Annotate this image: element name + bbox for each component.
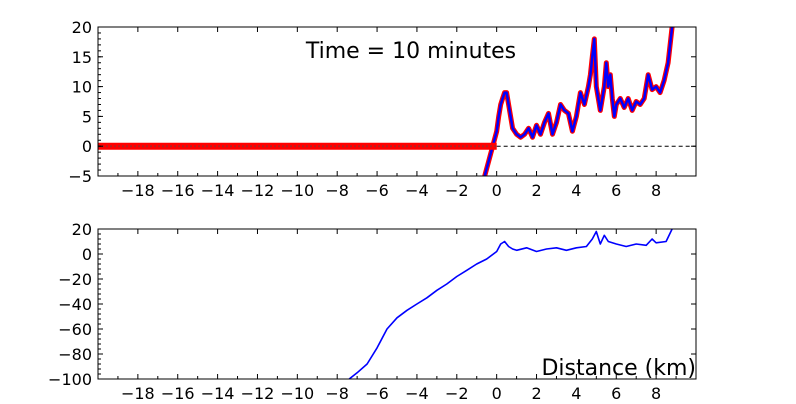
top-y-tick-label: 5 (82, 107, 92, 126)
top-y-tick-label: 0 (82, 137, 92, 156)
bottom-x-tick-label: −2 (445, 384, 469, 403)
bottom-y-tick-label: −20 (58, 270, 92, 289)
bottom-y-tick-label: −100 (48, 370, 92, 389)
bottom-panel: −18 −16 −14 −12 −10 −8 −6 −4 −2 0 2 4 6 8−100−80−60−4… (48, 220, 697, 403)
bottom-x-tick-label: −12 (241, 384, 275, 403)
top-y-tick-label: 20 (72, 18, 92, 37)
top-x-tick-label: 2 (531, 181, 541, 200)
top-panel: −18 −16 −14 −12 −10 −8 −6 −4 −2 0 2 4 6 8 −5 0 5 10 15 20 (68, 18, 697, 200)
top-x-tick-label: −14 (201, 181, 235, 200)
bottom-topography-line (348, 229, 673, 379)
top-y-tick-label: −5 (68, 167, 92, 186)
top-y-tick-label: 15 (72, 48, 92, 67)
top-x-tick-label: 0 (492, 181, 502, 200)
bottom-x-tick-label: −10 (280, 384, 314, 403)
bottom-x-tick-label: −6 (365, 384, 389, 403)
bottom-y-tick-label: −80 (58, 345, 92, 364)
top-x-tick-label: −6 (365, 181, 389, 200)
top-x-tick-label: −10 (280, 181, 314, 200)
bottom-y-tick-label: 0 (82, 245, 92, 264)
x-axis-label: Distance (km) (541, 356, 696, 381)
bottom-x-tick-label: 2 (531, 384, 541, 403)
bottom-x-tick-label: −16 (161, 384, 195, 403)
bottom-x-tick-label: 8 (651, 384, 661, 403)
top-topography-line (483, 27, 674, 176)
bottom-y-tick-label: 20 (72, 220, 92, 239)
bottom-x-tick-label: 4 (571, 384, 581, 403)
time-annotation: Time = 10 minutes (305, 39, 516, 64)
top-x-tick-label: −4 (405, 181, 429, 200)
top-x-tick-label: 4 (571, 181, 581, 200)
bottom-x-tick-label: 6 (611, 384, 621, 403)
bottom-y-tick-label: −60 (58, 320, 92, 339)
bottom-y-tick-label: −40 (58, 295, 92, 314)
top-x-tick-label: −2 (445, 181, 469, 200)
top-x-tick-label: −12 (241, 181, 275, 200)
top-y-tick-label: 10 (72, 78, 92, 97)
bottom-x-tick-label: −4 (405, 384, 429, 403)
bottom-x-tick-label: −14 (201, 384, 235, 403)
bottom-x-tick-label: 0 (492, 384, 502, 403)
bottom-x-tick-label: −18 (121, 384, 155, 403)
top-x-tick-label: −18 (121, 181, 155, 200)
bottom-x-tick-label: −8 (325, 384, 349, 403)
top-x-tick-label: −8 (325, 181, 349, 200)
top-x-tick-label: −16 (161, 181, 195, 200)
top-x-tick-label: 6 (611, 181, 621, 200)
top-x-tick-label: 8 (651, 181, 661, 200)
